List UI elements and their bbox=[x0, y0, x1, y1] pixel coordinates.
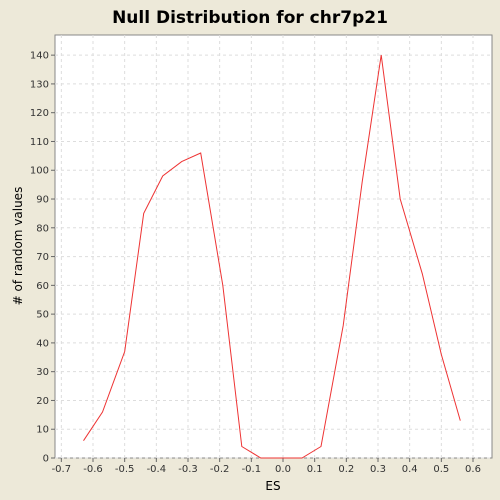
x-tick-label: 0.2 bbox=[338, 464, 354, 475]
y-tick-label: 110 bbox=[30, 137, 49, 148]
y-tick-label: 10 bbox=[36, 425, 49, 436]
series-line bbox=[83, 55, 461, 459]
y-tick-label: 90 bbox=[36, 195, 49, 206]
y-tick-label: 50 bbox=[36, 310, 49, 321]
y-axis-ticks: 0 10 20 30 40 50 60 70 80 90 100 110 120 130 140 bbox=[30, 51, 55, 465]
plot-area bbox=[54, 34, 493, 459]
y-tick-label: 70 bbox=[36, 252, 49, 263]
y-tick-label: 80 bbox=[36, 223, 49, 234]
chart-title: Null Distribution for chr7p21 bbox=[112, 8, 388, 28]
x-tick-label: 0.1 bbox=[307, 464, 323, 475]
y-tick-label: 20 bbox=[36, 396, 49, 407]
x-tick-label: -0.5 bbox=[115, 464, 135, 475]
y-tick-label: 60 bbox=[36, 281, 49, 292]
x-tick-label: -0.1 bbox=[242, 464, 262, 475]
y-tick-label: 140 bbox=[30, 51, 49, 62]
x-tick-label: -0.3 bbox=[178, 464, 198, 475]
x-axis-ticks: -0.7 -0.6 -0.5 -0.4 -0.3 -0.2 -0.1 0.0 0.1 0.2 0.3… bbox=[52, 458, 481, 475]
y-tick-label: 30 bbox=[36, 367, 49, 378]
x-tick-label: 0.6 bbox=[465, 464, 481, 475]
x-tick-label: -0.2 bbox=[210, 464, 230, 475]
y-tick-label: 130 bbox=[30, 79, 49, 90]
y-tick-label: 100 bbox=[30, 166, 49, 177]
x-tick-label: -0.7 bbox=[52, 464, 72, 475]
y-tick-label: 120 bbox=[30, 108, 49, 119]
y-tick-label: 0 bbox=[43, 454, 49, 465]
x-tick-label: 0.5 bbox=[433, 464, 449, 475]
x-tick-label: -0.4 bbox=[147, 464, 167, 475]
x-tick-label: 0.0 bbox=[275, 464, 291, 475]
y-tick-label: 40 bbox=[36, 338, 49, 349]
x-tick-label: -0.6 bbox=[83, 464, 103, 475]
x-tick-label: 0.4 bbox=[402, 464, 418, 475]
x-axis-label: ES bbox=[265, 479, 280, 493]
x-tick-label: 0.3 bbox=[370, 464, 386, 475]
y-axis-label: # of random values bbox=[11, 187, 25, 306]
